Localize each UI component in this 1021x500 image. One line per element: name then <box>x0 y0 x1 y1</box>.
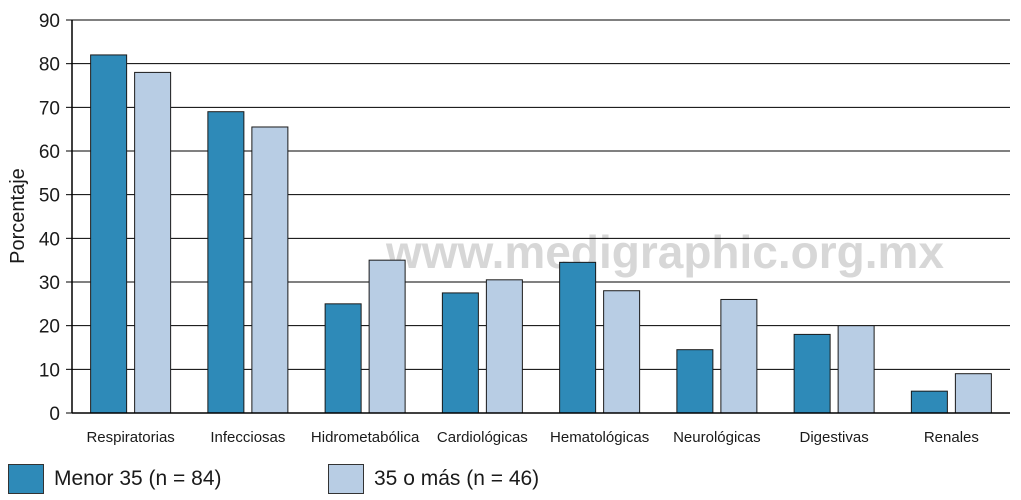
bar-35-o-mas <box>837 325 875 414</box>
x-category-label: Hidrometabólica <box>311 429 420 446</box>
y-tick-label: 70 <box>39 98 60 119</box>
bar-chart: www.medigraphic.org.mx 0 10 20 30 40 50 60 70 80… <box>7 11 1010 446</box>
x-category-label: Renales <box>924 429 979 446</box>
bar-menor-35 <box>90 54 128 414</box>
x-category-label: Infecciosas <box>210 429 285 446</box>
x-category-label: Digestivas <box>800 429 869 446</box>
y-tick-label: 50 <box>39 186 60 207</box>
y-tick-label: 40 <box>39 229 60 250</box>
x-category-label: Respiratorias <box>86 429 174 446</box>
bar-35-o-mas <box>603 290 641 414</box>
bar-menor-35 <box>324 303 362 414</box>
x-category-label: Cardiológicas <box>437 429 528 446</box>
legend-label-35-o-mas: 35 o más (n = 46) <box>374 467 540 490</box>
bar-35-o-mas <box>134 71 172 414</box>
y-tick-label: 90 <box>39 11 60 32</box>
bar-35-o-mas <box>485 279 523 414</box>
bar-menor-35 <box>793 333 831 414</box>
bar-35-o-mas <box>720 298 758 414</box>
bar-menor-35 <box>676 349 714 414</box>
y-tick-label: 30 <box>39 273 60 294</box>
y-tick-label: 80 <box>39 55 60 76</box>
watermark: www.medigraphic.org.mx <box>385 226 944 278</box>
y-axis-label: Porcentaje <box>7 168 29 264</box>
y-axis-tick-labels: 0 10 20 30 40 50 60 70 80 90 <box>39 11 60 425</box>
x-axis-category-labels: Respiratorias Infecciosas Hidrometabólica C… <box>86 429 978 446</box>
bar-menor-35 <box>441 292 479 414</box>
bar-35-o-mas <box>954 373 992 414</box>
x-category-label: Hematológicas <box>550 429 649 446</box>
bar-35-o-mas <box>368 259 406 414</box>
bars <box>90 54 992 414</box>
bar-menor-35 <box>207 111 245 414</box>
y-tick-label: 0 <box>49 404 60 425</box>
legend-item-menor-35: Menor 35 (n = 84) <box>8 462 222 496</box>
y-tick-label: 60 <box>39 142 60 163</box>
bar-35-o-mas <box>251 126 289 414</box>
bar-menor-35 <box>910 390 948 414</box>
x-category-label: Neurológicas <box>673 429 761 446</box>
legend-label-menor-35: Menor 35 (n = 84) <box>54 467 222 490</box>
y-tick-label: 20 <box>39 317 60 338</box>
y-tick-label: 10 <box>39 360 60 381</box>
legend-item-35-o-mas: 35 o más (n = 46) <box>328 462 539 496</box>
legend-swatch-menor-35 <box>8 464 44 494</box>
legend-swatch-35-o-mas <box>328 464 364 494</box>
bar-menor-35 <box>559 261 597 414</box>
